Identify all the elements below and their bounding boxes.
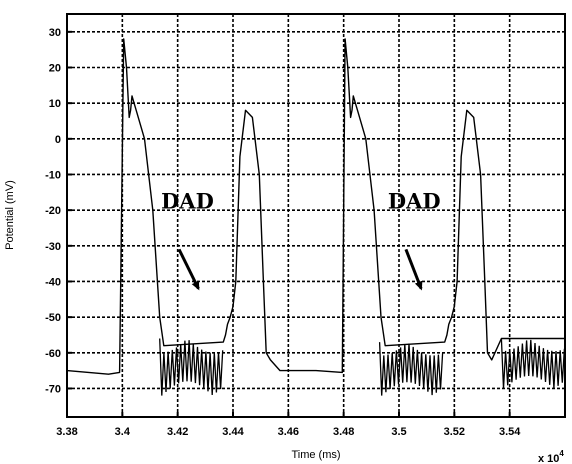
dad-annotation-arrow: [177, 248, 200, 291]
x-axis-label: Time (ms): [291, 449, 340, 461]
grid: [67, 14, 565, 417]
oscillation-burst: [159, 338, 224, 396]
x-tick-label: 3.52: [444, 426, 465, 438]
x-tick-label: 3.54: [499, 426, 521, 438]
y-tick-label: -20: [45, 205, 61, 217]
y-tick-label: -10: [45, 169, 61, 181]
dad-annotation-label: DAD: [161, 188, 214, 213]
trace: [66, 38, 566, 396]
x-axis-ticks: 3.38 3.4 3.42 3.44 3.46 3.48 3.5 3.52 3.54: [56, 412, 521, 438]
x-tick-label: 3.38: [56, 426, 77, 438]
y-tick-label: 0: [55, 134, 61, 146]
plot-frame: [66, 13, 566, 418]
y-tick-label: -40: [45, 276, 61, 288]
y-tick-label: -70: [45, 383, 61, 395]
y-tick-label: -50: [45, 312, 61, 324]
x-exponent-label: x 104: [538, 449, 564, 464]
series-line: [66, 38, 565, 375]
x-tick-label: 3.4: [115, 426, 131, 438]
dad-annotation-label: DAD: [388, 188, 441, 213]
y-tick-label: 20: [49, 62, 61, 74]
y-tick-label: 10: [49, 98, 61, 110]
x-tick-label: 3.5: [391, 426, 406, 438]
y-tick-label: -60: [45, 348, 61, 360]
x-tick-label: 3.44: [222, 426, 244, 438]
y-axis-ticks: 30 20 10 0 -10 -20 -30 -40 -50 -60 -70: [45, 27, 72, 395]
x-tick-label: 3.48: [333, 426, 354, 438]
annotations: DAD DAD: [161, 188, 441, 291]
oscillation-burst: [378, 342, 444, 396]
y-tick-label: -30: [45, 241, 61, 253]
x-tick-label: 3.42: [167, 426, 188, 438]
y-tick-label: 30: [49, 27, 61, 39]
y-axis-label: Potential (mV): [4, 180, 16, 250]
dad-annotation-arrow: [404, 248, 423, 291]
oscillation-burst: [500, 338, 566, 389]
x-tick-label: 3.46: [278, 426, 299, 438]
